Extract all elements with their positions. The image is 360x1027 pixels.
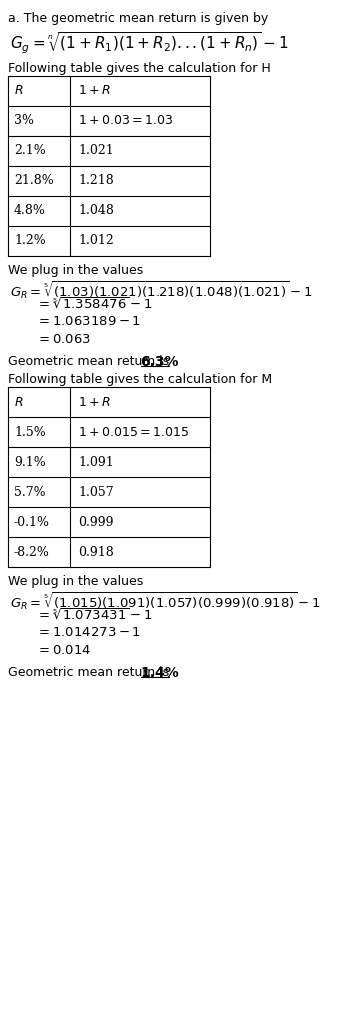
Text: Following table gives the calculation for H: Following table gives the calculation fo… (8, 62, 271, 75)
Text: $= 1.063189 - 1$: $= 1.063189 - 1$ (36, 315, 141, 328)
Text: $R$: $R$ (14, 84, 23, 98)
Text: $G_{R} = \sqrt[5]{(1.015)(1.091)(1.057)(0.999)(0.918)} - 1$: $G_{R} = \sqrt[5]{(1.015)(1.091)(1.057)(… (10, 589, 321, 612)
Text: 1.048: 1.048 (78, 204, 114, 218)
Text: 6.3%: 6.3% (140, 355, 179, 369)
Text: 1.2%: 1.2% (14, 234, 46, 248)
Text: $1+0.015=1.015$: $1+0.015=1.015$ (78, 425, 189, 439)
Text: 21.8%: 21.8% (14, 175, 54, 188)
Text: 1.012: 1.012 (78, 234, 114, 248)
Text: 9.1%: 9.1% (14, 456, 46, 468)
Text: 1.218: 1.218 (78, 175, 114, 188)
Text: Geometric mean return is: Geometric mean return is (8, 665, 173, 679)
Text: Following table gives the calculation for M: Following table gives the calculation fo… (8, 373, 272, 386)
Text: 1.021: 1.021 (78, 145, 114, 157)
Text: -8.2%: -8.2% (14, 545, 50, 559)
Text: $1+R$: $1+R$ (78, 395, 111, 409)
Text: $1+R$: $1+R$ (78, 84, 111, 98)
Text: $G_{g} = \sqrt[n]{(1+R_1)(1+R_2)...(1+R_n)} - 1$: $G_{g} = \sqrt[n]{(1+R_1)(1+R_2)...(1+R_… (10, 30, 289, 55)
Text: 1.4%: 1.4% (140, 665, 179, 680)
Text: 0.918: 0.918 (78, 545, 114, 559)
Text: We plug in the values: We plug in the values (8, 575, 143, 588)
Text: $1+0.03=1.03$: $1+0.03=1.03$ (78, 114, 173, 127)
Text: $= 0.063$: $= 0.063$ (36, 333, 91, 346)
Text: $R$: $R$ (14, 395, 23, 409)
Text: 1.057: 1.057 (78, 486, 114, 498)
Text: $= 0.014$: $= 0.014$ (36, 644, 91, 657)
Text: $= \sqrt[5]{1.073431} - 1$: $= \sqrt[5]{1.073431} - 1$ (36, 608, 153, 623)
Text: 1.091: 1.091 (78, 456, 114, 468)
Text: 2.1%: 2.1% (14, 145, 46, 157)
Text: $G_{R} = \sqrt[5]{(1.03)(1.021)(1.218)(1.048)(1.021)} - 1$: $G_{R} = \sqrt[5]{(1.03)(1.021)(1.218)(1… (10, 279, 313, 301)
Text: Geometric mean return is: Geometric mean return is (8, 355, 173, 368)
Text: 0.999: 0.999 (78, 516, 113, 529)
Text: a. The geometric mean return is given by: a. The geometric mean return is given by (8, 12, 268, 25)
Text: $= \sqrt[5]{1.358476} - 1$: $= \sqrt[5]{1.358476} - 1$ (36, 297, 153, 312)
Text: $= 1.014273 - 1$: $= 1.014273 - 1$ (36, 626, 141, 639)
Text: 3%: 3% (14, 114, 34, 127)
Text: 1.5%: 1.5% (14, 425, 46, 439)
Text: -0.1%: -0.1% (14, 516, 50, 529)
Text: 5.7%: 5.7% (14, 486, 46, 498)
Text: 4.8%: 4.8% (14, 204, 46, 218)
Text: We plug in the values: We plug in the values (8, 264, 143, 277)
